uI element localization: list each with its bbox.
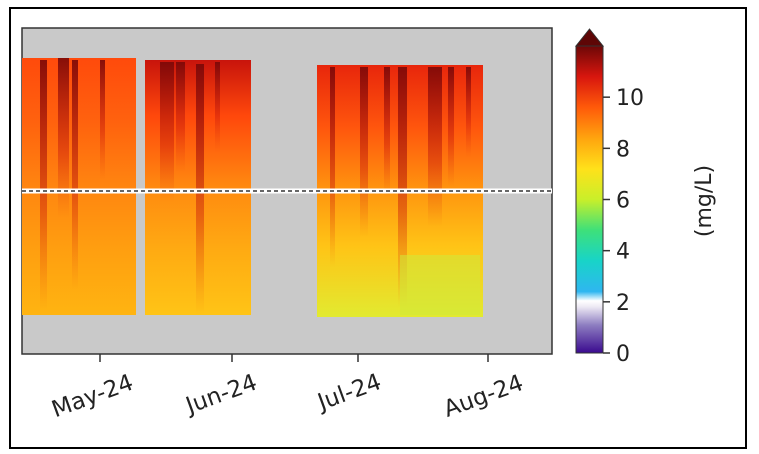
colorbar-tick-label: 2 [616, 291, 630, 316]
heatmap-streak [160, 62, 174, 202]
data-block-1 [22, 58, 136, 315]
heatmap-streak [384, 67, 390, 197]
colorbar-tick-label: 6 [616, 189, 630, 214]
heatmap-streak [466, 67, 471, 157]
colorbar-tick-label: 8 [616, 137, 630, 162]
heatmap-streak [40, 60, 47, 310]
heatmap-streak [360, 67, 368, 237]
heatmap-streak [448, 67, 454, 187]
heatmap-streak [72, 60, 78, 290]
heatmap-streak [100, 60, 105, 180]
colorbar-tick-label: 10 [616, 86, 644, 111]
heatmap-streak [428, 67, 442, 227]
heatmap-streak [176, 62, 185, 172]
colorbar-scale [575, 45, 604, 354]
heatmap-streak [215, 62, 220, 152]
colorbar: 0 2 4 6 8 10 (mg/L) [574, 28, 717, 367]
heatmap-streak [58, 58, 69, 218]
colorbar-tick-label: 0 [616, 342, 630, 367]
colorbar-label: (mg/L) [692, 165, 717, 237]
colorbar-ticks: 0 2 4 6 8 10 [603, 86, 644, 367]
heatmap-streak [330, 67, 335, 267]
colorbar-tick-label: 4 [616, 240, 630, 265]
heatmap-streak [398, 67, 407, 307]
heatmap-low-patch [400, 255, 480, 315]
colorbar-extend-arrow [574, 28, 605, 47]
